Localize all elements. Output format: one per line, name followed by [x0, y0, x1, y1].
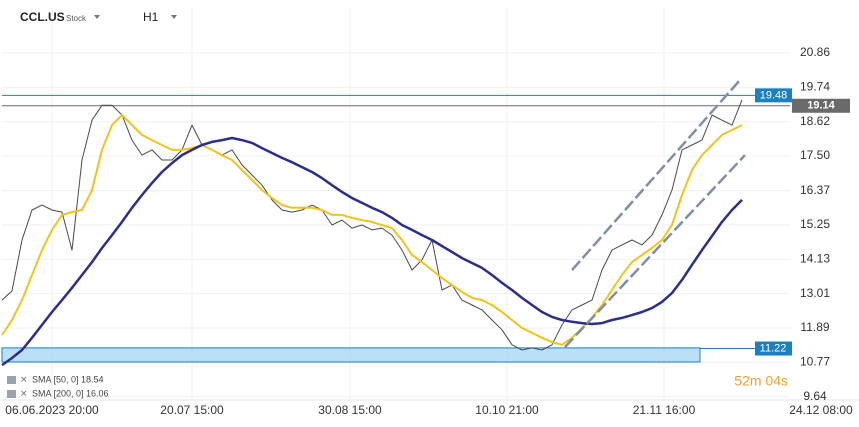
x-tick-label: 21.11 16:00	[633, 403, 696, 417]
sma-line	[1, 114, 743, 346]
symbol-dropdown[interactable]	[94, 15, 100, 19]
y-tick-label: 16.37	[800, 183, 830, 197]
legend-close: ✕	[20, 374, 28, 384]
support-zone	[1, 347, 701, 363]
x-tick-label: 30.08 15:00	[318, 403, 382, 417]
y-tick-label: 14.13	[800, 251, 830, 265]
legend-entry: SMA [50, 0] 18.54	[32, 374, 104, 384]
legend-entry: SMA [200, 0] 16.06	[32, 388, 109, 398]
y-tick-label: 19.74	[800, 80, 830, 94]
y-tick-label: 17.50	[800, 148, 830, 162]
legend-close: ✕	[20, 388, 28, 398]
y-tick-label: 10.77	[800, 354, 830, 368]
y-tick-label: 13.01	[800, 286, 830, 300]
interval[interactable]: H1	[143, 10, 159, 24]
level-label: 19.48	[760, 89, 788, 101]
x-tick-label: 06.06.2023 20:00	[5, 403, 99, 417]
zone-label: 11.22	[760, 342, 787, 354]
instrument-kind: Stock	[66, 14, 87, 23]
level-label-box	[755, 88, 792, 103]
channel-line	[564, 154, 746, 348]
y-tick-label: 18.62	[800, 114, 830, 128]
level-label: 19.14	[807, 100, 835, 112]
y-tick-label: 15.25	[800, 217, 830, 231]
level-label-box	[792, 98, 850, 113]
y-tick-label: 11.89	[800, 320, 829, 334]
y-tick-label: 9.64	[803, 389, 827, 403]
channel-line	[571, 79, 741, 271]
y-tick-label: 20.86	[800, 45, 830, 59]
interval-dropdown[interactable]	[171, 15, 177, 19]
symbol[interactable]: CCL.US	[20, 10, 65, 24]
bar-countdown: 52m 04s	[734, 373, 788, 389]
legend-icon	[7, 376, 16, 384]
legend-icon	[7, 390, 16, 398]
x-tick-label: 20.07 15:00	[160, 403, 224, 417]
price-line	[1, 99, 743, 351]
zone-label-box	[755, 341, 792, 356]
x-tick-label: 24.12 08:00	[789, 403, 853, 417]
x-tick-label: 10.10 21:00	[475, 403, 539, 417]
sma-line	[1, 136, 743, 367]
plot-area	[0, 8, 859, 401]
